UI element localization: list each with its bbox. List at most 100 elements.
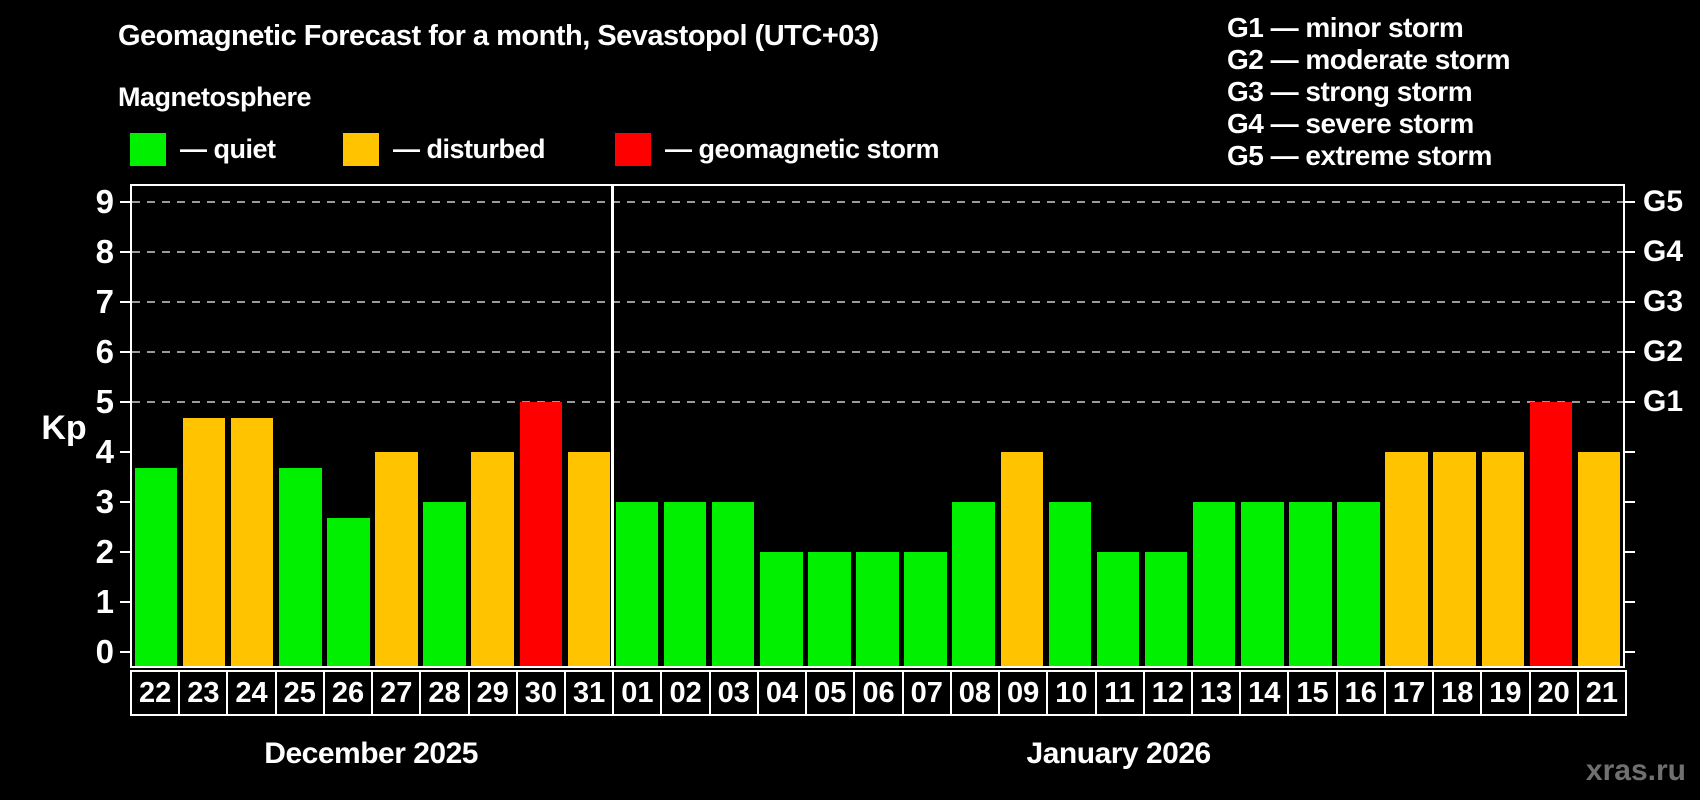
day-label-07: 07: [901, 670, 950, 716]
magnetosphere-label: Magnetosphere: [118, 82, 312, 112]
day-label-26: 26: [322, 670, 372, 716]
day-label-20: 20: [1528, 670, 1577, 716]
kp-bar-january-01: [615, 501, 659, 666]
y-tick-label-3: 3: [95, 482, 114, 520]
gridline-kp-7: [132, 300, 1623, 303]
day-label-04: 04: [756, 670, 806, 716]
kp-bar-december-25: [279, 468, 322, 666]
disturbed-color-swatch: [343, 132, 379, 166]
kp-bar-january-11: [1096, 551, 1140, 666]
day-label-28: 28: [419, 670, 468, 716]
kp-bar-january-20: [1529, 401, 1573, 666]
legend-item-storm: — geomagnetic storm: [615, 130, 940, 168]
kp-bar-december-26: [327, 518, 370, 666]
day-label-18: 18: [1432, 670, 1481, 716]
kp-bar-january-19: [1481, 451, 1524, 666]
kp-bar-december-28: [423, 501, 466, 666]
y-tick-label-5: 5: [95, 382, 114, 420]
kp-bar-december-29: [471, 451, 514, 666]
kp-bar-january-09: [1000, 451, 1044, 666]
y-tick-left-5: [120, 400, 130, 403]
kp-bar-december-22: [134, 468, 178, 666]
y-axis-title: Kp: [41, 409, 87, 447]
plot-area: [130, 184, 1625, 668]
y-tick-label-7: 7: [95, 282, 114, 320]
day-label-29: 29: [467, 670, 516, 716]
gridline-kp-9: [132, 200, 1623, 203]
legend-item-disturbed: — disturbed: [343, 130, 546, 168]
month-label-december: December 2025: [264, 737, 478, 770]
kp-bar-january-03: [711, 501, 755, 666]
day-label-19: 19: [1480, 670, 1529, 716]
day-label-22: 22: [130, 670, 179, 716]
y-tick-right-6: [1625, 350, 1635, 353]
day-label-14: 14: [1239, 670, 1288, 716]
month-label-january: January 2026: [1026, 737, 1212, 770]
right-axis-label-g1: G1: [1643, 384, 1684, 418]
day-label-16: 16: [1335, 670, 1384, 716]
y-tick-right-2: [1625, 550, 1635, 553]
day-label-12: 12: [1142, 670, 1191, 716]
gridline-kp-8: [132, 250, 1623, 253]
storm-scale-line-g2: G2 — moderate storm: [1227, 44, 1511, 75]
y-tick-right-9: [1625, 200, 1635, 203]
storm-scale-line-g3: G3 — strong storm: [1227, 76, 1473, 107]
gridline-kp-5: [132, 400, 1623, 403]
y-tick-left-8: [120, 250, 130, 253]
gridline-kp-6: [132, 350, 1623, 353]
day-label-01: 01: [612, 670, 661, 716]
kp-bar-january-10: [1048, 501, 1092, 666]
legend-label-disturbed: — disturbed: [393, 133, 546, 164]
y-tick-label-9: 9: [95, 182, 114, 220]
kp-bar-january-14: [1241, 501, 1284, 666]
day-label-30: 30: [515, 670, 565, 716]
kp-bar-december-31: [567, 451, 611, 666]
y-tick-label-1: 1: [95, 582, 114, 620]
y-tick-label-2: 2: [95, 532, 114, 570]
legend-label-quiet: — quiet: [180, 133, 276, 164]
kp-bar-december-23: [182, 418, 226, 666]
storm-color-swatch: [615, 132, 651, 166]
day-label-06: 06: [853, 670, 902, 716]
storm-scale-line-g4: G4 — severe storm: [1227, 108, 1474, 139]
y-tick-left-0: [120, 650, 130, 653]
day-label-03: 03: [708, 670, 757, 716]
kp-bar-january-08: [952, 501, 995, 666]
day-label-23: 23: [178, 670, 227, 716]
kp-bar-december-30: [519, 401, 563, 666]
right-axis-label-g5: G5: [1643, 184, 1684, 218]
day-label-21: 21: [1576, 670, 1627, 716]
y-tick-label-0: 0: [95, 632, 114, 670]
storm-scale-line-g5: G5 — extreme storm: [1227, 140, 1492, 171]
kp-bar-january-05: [808, 551, 851, 666]
storm-scale-line-g1: G1 — minor storm: [1227, 12, 1464, 43]
y-tick-right-3: [1625, 500, 1635, 503]
day-label-11: 11: [1094, 670, 1143, 716]
y-tick-left-3: [120, 500, 130, 503]
kp-bar-january-15: [1289, 501, 1332, 666]
y-tick-right-4: [1625, 450, 1635, 453]
kp-bar-december-24: [230, 418, 274, 666]
kp-bar-january-21: [1577, 451, 1621, 666]
kp-bar-january-18: [1433, 451, 1476, 666]
month-divider: [611, 186, 615, 666]
y-tick-right-0: [1625, 650, 1635, 653]
day-label-08: 08: [949, 670, 999, 716]
day-label-27: 27: [371, 670, 420, 716]
y-tick-right-8: [1625, 250, 1635, 253]
y-tick-left-4: [120, 450, 130, 453]
day-label-05: 05: [805, 670, 854, 716]
day-label-25: 25: [274, 670, 323, 716]
day-label-10: 10: [1046, 670, 1095, 716]
y-tick-left-2: [120, 550, 130, 553]
kp-bar-january-13: [1192, 501, 1236, 666]
y-tick-right-1: [1625, 600, 1635, 603]
day-label-13: 13: [1190, 670, 1240, 716]
legend-label-storm: — geomagnetic storm: [665, 133, 940, 164]
y-tick-label-6: 6: [95, 332, 114, 370]
right-axis-label-g3: G3: [1643, 284, 1684, 318]
kp-bar-january-04: [760, 551, 803, 666]
right-axis-label-g4: G4: [1643, 234, 1684, 268]
y-tick-label-4: 4: [95, 432, 114, 470]
